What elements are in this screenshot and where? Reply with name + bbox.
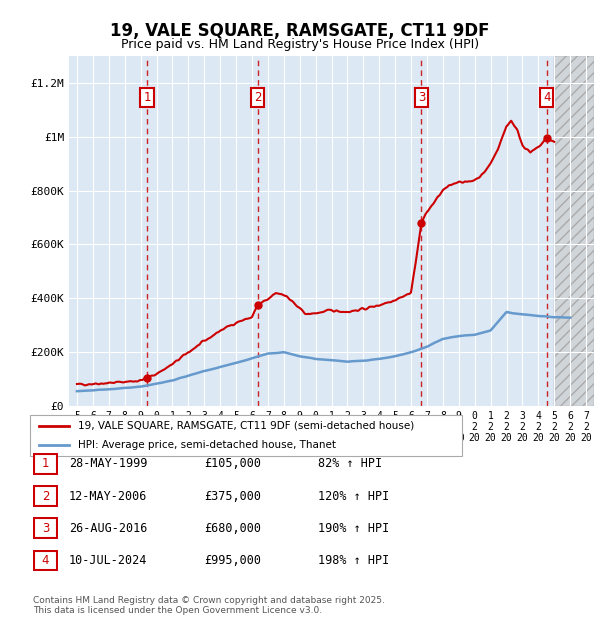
FancyBboxPatch shape	[34, 486, 57, 506]
Text: 120% ↑ HPI: 120% ↑ HPI	[318, 490, 389, 502]
Text: 4: 4	[543, 91, 551, 104]
Text: 3: 3	[42, 522, 49, 534]
Text: £680,000: £680,000	[204, 522, 261, 534]
FancyBboxPatch shape	[34, 454, 57, 474]
Text: 190% ↑ HPI: 190% ↑ HPI	[318, 522, 389, 534]
Text: 1: 1	[42, 458, 49, 470]
FancyBboxPatch shape	[34, 551, 57, 570]
Text: 4: 4	[42, 554, 49, 567]
FancyBboxPatch shape	[30, 415, 462, 456]
Bar	[554, 56, 594, 406]
Bar	[554, 56, 594, 406]
Text: HPI: Average price, semi-detached house, Thanet: HPI: Average price, semi-detached house,…	[77, 440, 335, 450]
Text: 26-AUG-2016: 26-AUG-2016	[69, 522, 148, 534]
Text: 1: 1	[143, 91, 151, 104]
Text: 19, VALE SQUARE, RAMSGATE, CT11 9DF: 19, VALE SQUARE, RAMSGATE, CT11 9DF	[110, 22, 490, 40]
Text: 19, VALE SQUARE, RAMSGATE, CT11 9DF (semi-detached house): 19, VALE SQUARE, RAMSGATE, CT11 9DF (sem…	[77, 421, 414, 431]
Text: 198% ↑ HPI: 198% ↑ HPI	[318, 554, 389, 567]
Text: 12-MAY-2006: 12-MAY-2006	[69, 490, 148, 502]
Text: £995,000: £995,000	[204, 554, 261, 567]
FancyBboxPatch shape	[34, 518, 57, 538]
Text: £375,000: £375,000	[204, 490, 261, 502]
Text: Price paid vs. HM Land Registry's House Price Index (HPI): Price paid vs. HM Land Registry's House …	[121, 38, 479, 51]
Text: 28-MAY-1999: 28-MAY-1999	[69, 458, 148, 470]
Text: 82% ↑ HPI: 82% ↑ HPI	[318, 458, 382, 470]
Text: 2: 2	[42, 490, 49, 502]
Text: 10-JUL-2024: 10-JUL-2024	[69, 554, 148, 567]
Text: £105,000: £105,000	[204, 458, 261, 470]
Text: 2: 2	[254, 91, 262, 104]
Text: Contains HM Land Registry data © Crown copyright and database right 2025.
This d: Contains HM Land Registry data © Crown c…	[33, 596, 385, 615]
Text: 3: 3	[418, 91, 425, 104]
